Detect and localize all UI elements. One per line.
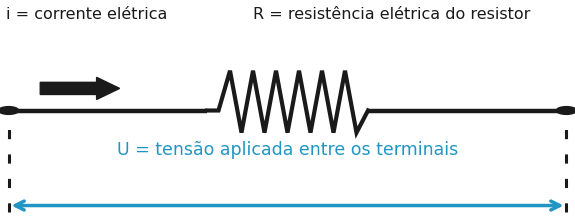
- FancyArrow shape: [40, 77, 120, 99]
- Circle shape: [556, 107, 575, 114]
- Text: i = corrente elétrica: i = corrente elétrica: [6, 7, 167, 22]
- Text: U = tensão aplicada entre os terminais: U = tensão aplicada entre os terminais: [117, 141, 458, 159]
- Circle shape: [0, 107, 19, 114]
- Text: R = resistência elétrica do resistor: R = resistência elétrica do resistor: [253, 7, 530, 22]
